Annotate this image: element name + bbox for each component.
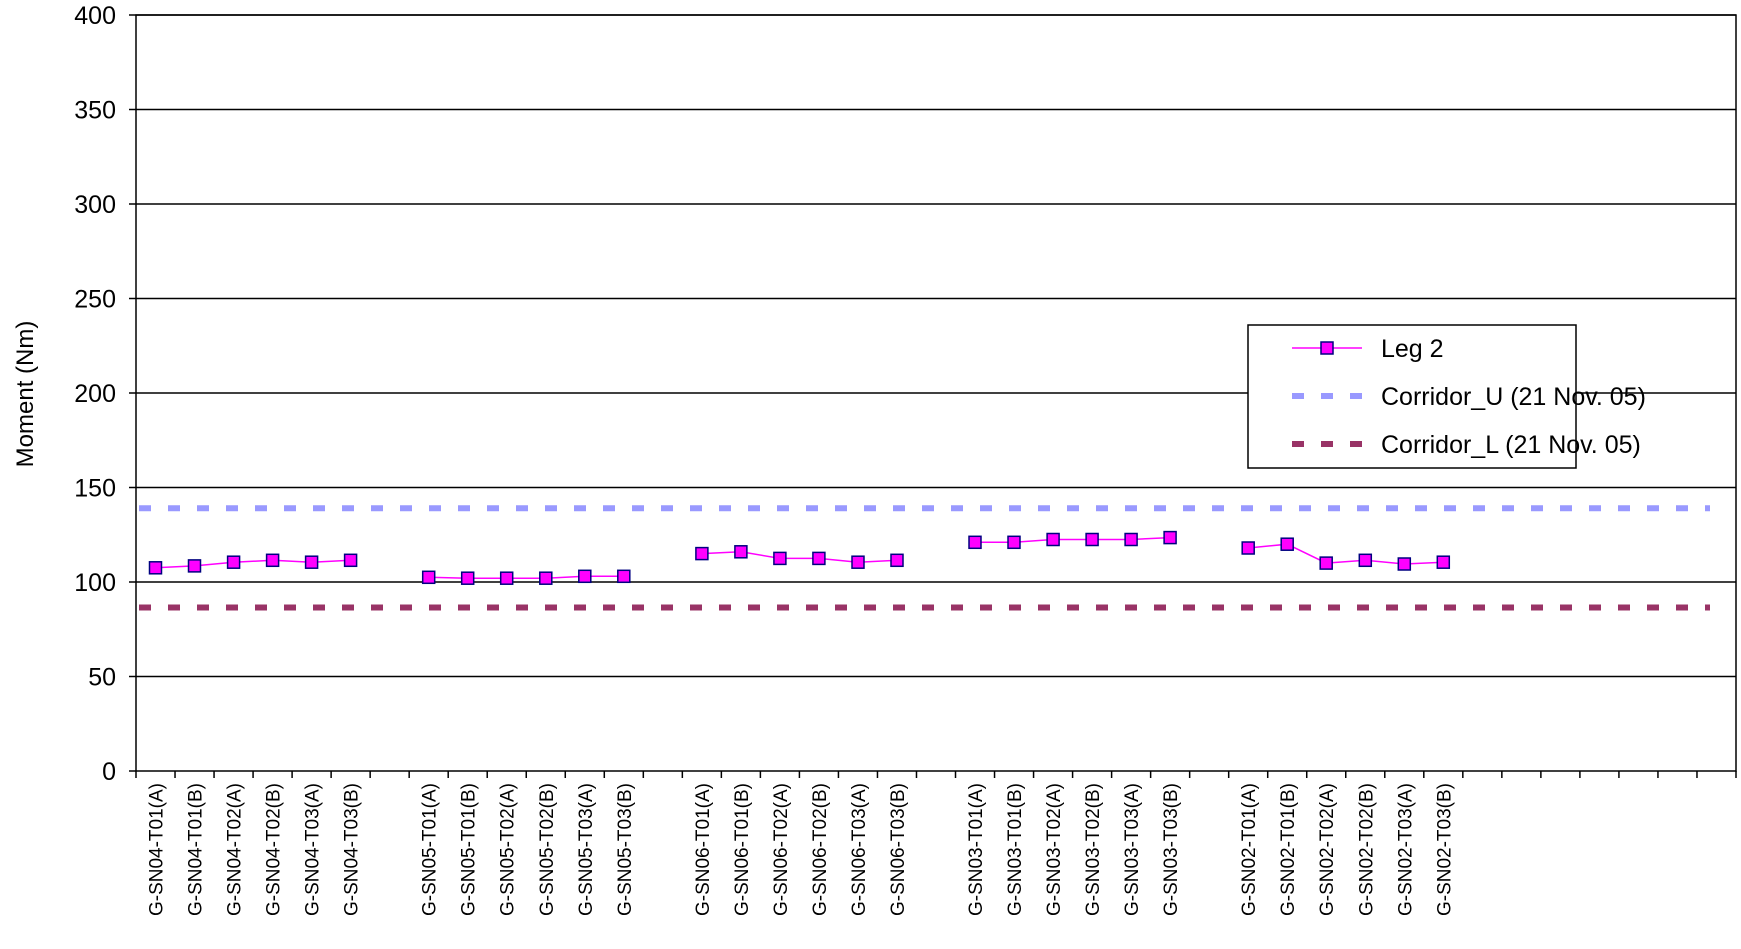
x-tick-label: G-SN05-T01(A)	[420, 783, 441, 916]
data-point	[1319, 556, 1333, 570]
legend-label: Corridor_L (21 Nov. 05)	[1381, 431, 1641, 459]
labels: 0 50 100 150 200 250 300 350 400 G-SN04-T01(A) G-S…	[74, 2, 1455, 916]
x-tick-label: G-SN02-T03(A)	[1395, 783, 1416, 916]
x-tick-label: G-SN05-T02(A)	[498, 783, 519, 916]
data-point	[1007, 535, 1021, 550]
x-tick-label: G-SN06-T02(B)	[810, 783, 831, 916]
x-tick-label: G-SN05-T02(B)	[537, 783, 558, 916]
data-point	[539, 571, 553, 585]
x-tick-label: G-SN06-T02(A)	[771, 783, 792, 916]
data-point	[148, 561, 163, 575]
plot-area-border	[135, 14, 1737, 772]
data-point	[773, 551, 787, 566]
data-point	[968, 535, 982, 550]
x-tick-label: G-SN02-T01(A)	[1239, 783, 1260, 916]
y-tick-label: 100	[74, 569, 116, 597]
x-tick-label: G-SN03-T01(A)	[966, 783, 987, 916]
data-point	[1397, 557, 1412, 571]
data-point	[1085, 532, 1099, 547]
data-point	[1046, 532, 1060, 547]
data-point	[304, 555, 319, 569]
x-tick-label: G-SN04-T01(B)	[186, 783, 207, 916]
y-tick-label: 50	[88, 664, 116, 692]
y-tick-label: 300	[74, 191, 116, 219]
x-tick-label: G-SN06-T01(A)	[693, 783, 714, 916]
y-tick-label: 0	[102, 758, 116, 786]
data-point	[187, 559, 202, 573]
data-point	[1124, 532, 1138, 547]
x-tick-label: G-SN02-T02(B)	[1356, 783, 1377, 916]
x-tick-label: G-SN06-T03(B)	[888, 783, 909, 916]
y-tick-label: 250	[74, 286, 116, 314]
data-point	[695, 546, 709, 561]
data-point	[1241, 541, 1255, 555]
x-tick-label: G-SN06-T01(B)	[732, 783, 753, 916]
data-point	[890, 553, 904, 568]
data-point	[343, 553, 358, 568]
data-point	[578, 569, 592, 584]
data-point	[265, 553, 280, 568]
data-point	[499, 571, 514, 585]
y-tick-label: 350	[74, 97, 116, 125]
x-tick-label: G-SN02-T01(B)	[1278, 783, 1299, 916]
data-point	[421, 570, 436, 585]
x-tick-label: G-SN04-T03(B)	[342, 783, 363, 916]
data-point	[851, 555, 865, 569]
data-point	[226, 555, 241, 569]
data-point	[734, 545, 748, 559]
x-tick-label: G-SN03-T02(B)	[1083, 783, 1104, 916]
x-tick-label: G-SN04-T02(B)	[264, 783, 285, 916]
y-tick-label: 400	[74, 2, 116, 30]
y-axis-title: Moment (Nm)	[12, 321, 39, 468]
x-tick-label: G-SN06-T03(A)	[849, 783, 870, 916]
data-point	[1280, 537, 1294, 551]
x-tick-label: G-SN03-T03(A)	[1122, 783, 1143, 916]
series	[139, 505, 1710, 611]
x-tick-label: G-SN02-T02(A)	[1317, 783, 1338, 916]
x-tick-label: G-SN02-T03(B)	[1434, 783, 1455, 916]
y-tick-label: 150	[74, 475, 116, 503]
data-point	[617, 569, 631, 584]
data-point	[812, 551, 826, 566]
x-tick-label: G-SN04-T01(A)	[147, 783, 168, 916]
legend-marker	[1320, 341, 1334, 355]
data-point	[1163, 530, 1177, 545]
gridlines	[136, 14, 1736, 678]
x-tick-label: G-SN05-T03(B)	[615, 783, 636, 916]
x-tick-label: G-SN03-T03(B)	[1161, 783, 1182, 916]
x-tick-label: G-SN03-T02(A)	[1044, 783, 1065, 916]
data-point	[460, 571, 475, 585]
x-tick-label: G-SN03-T01(B)	[1005, 783, 1026, 916]
y-tick-label: 200	[74, 380, 116, 408]
legend: Leg 2 Corridor_U (21 Nov. 05) Corridor_L (…	[1247, 324, 1646, 469]
axes	[129, 14, 1737, 778]
data-point	[1436, 555, 1451, 569]
legend-label: Leg 2	[1381, 335, 1444, 363]
x-tick-label: G-SN05-T03(A)	[576, 783, 597, 916]
x-tick-label: G-SN04-T03(A)	[303, 783, 324, 916]
x-tick-label: G-SN04-T02(A)	[225, 783, 246, 916]
data-point	[1358, 553, 1373, 568]
legend-label: Corridor_U (21 Nov. 05)	[1381, 383, 1646, 411]
x-tick-label: G-SN05-T01(B)	[459, 783, 480, 916]
